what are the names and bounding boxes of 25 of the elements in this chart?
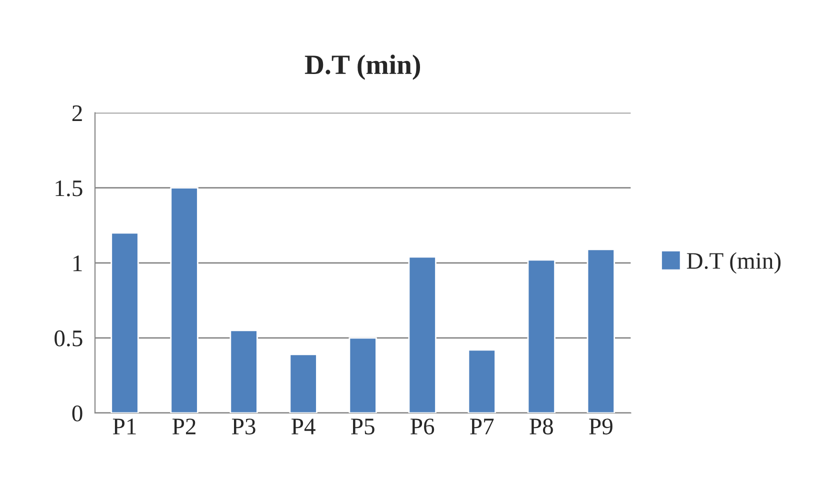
x-tick-label: P1 [112, 418, 136, 434]
bar [348, 337, 377, 413]
bar [289, 354, 318, 413]
bar [527, 259, 556, 413]
x-tick-label: P3 [232, 418, 256, 434]
x-tick-label: P4 [292, 418, 316, 434]
x-tick-label: P2 [172, 418, 196, 434]
bar [230, 330, 258, 413]
bar [170, 187, 198, 413]
legend-label: D.T (min) [686, 252, 781, 274]
x-tick-label: P5 [351, 418, 374, 434]
x-tick-label: P8 [530, 418, 553, 434]
x-tick-label: P6 [410, 418, 434, 434]
y-tick-label: 0.5 [54, 330, 82, 346]
y-tick-label: 0 [72, 405, 82, 422]
x-tick-label: P9 [589, 418, 612, 434]
bar [468, 349, 496, 413]
y-tick-label: 2 [72, 105, 82, 121]
bar [408, 256, 436, 413]
y-tick-label: 1.5 [56, 180, 82, 196]
bar [110, 232, 139, 413]
y-tick-label: 1 [73, 256, 82, 272]
x-tick-label: P7 [470, 418, 494, 434]
bar [586, 248, 616, 413]
chart-title: D.T (min) [304, 54, 420, 80]
